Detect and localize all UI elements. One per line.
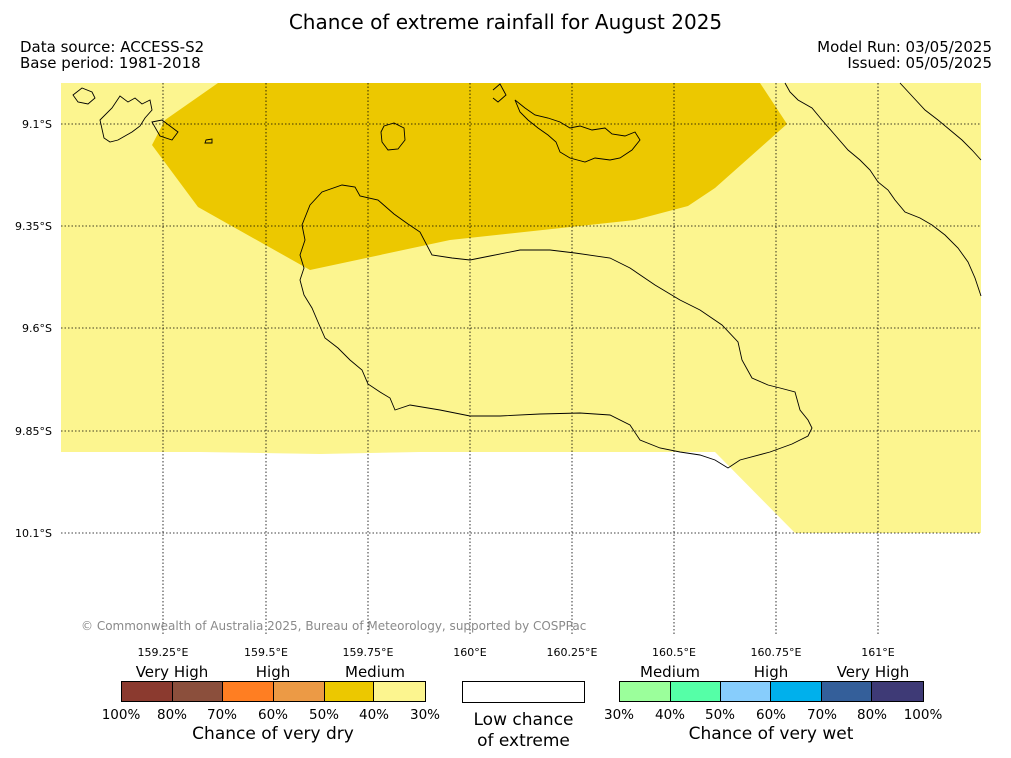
wet-category-label: High: [753, 663, 789, 681]
lon-label: 160.75°E: [750, 646, 802, 659]
data-source-label: Data source: ACCESS-S2: [20, 38, 205, 56]
dry-color-swatch: [274, 682, 325, 701]
wet-color-swatch: [872, 682, 924, 701]
wet-caption: Chance of very wet: [688, 724, 854, 744]
florida-islands-coastline: [492, 83, 641, 163]
wet-color-swatch: [771, 682, 822, 701]
wet-colorbar: [619, 681, 924, 702]
dry-percent-label: 80%: [156, 707, 187, 723]
page-title: Chance of extreme rainfall for August 20…: [288, 10, 723, 34]
wet-percent-label: 100%: [903, 707, 943, 723]
wet-percent-label: 70%: [806, 707, 837, 723]
dry-caption: Chance of very dry: [192, 724, 354, 744]
dry-percent-label: 50%: [308, 707, 339, 723]
dry-color-swatch: [122, 682, 173, 701]
wet-category-label: Medium: [640, 663, 700, 681]
wet-percent-label: 30%: [603, 707, 634, 723]
lon-label: 160.25°E: [546, 646, 598, 659]
copyright-notice: © Commonwealth of Australia 2025, Bureau…: [81, 619, 587, 633]
low-chance-line-2: of extreme: [477, 731, 570, 751]
base-period-label: Base period: 1981-2018: [20, 54, 201, 72]
lat-label: 10.1°S: [15, 527, 52, 540]
graticule: [61, 83, 981, 635]
dry-percent-label: 60%: [257, 707, 288, 723]
lon-label: 159.5°E: [244, 646, 288, 659]
guadalcanal-coastline: [299, 184, 813, 469]
lat-label: 9.35°S: [15, 220, 52, 233]
lat-label: 9.1°S: [22, 118, 52, 131]
medium-dry-region: [152, 83, 787, 270]
wet-color-swatch: [670, 682, 722, 701]
dry-colorbar: [121, 681, 426, 702]
lon-label: 159.75°E: [342, 646, 394, 659]
malaita-coastline: [784, 82, 982, 297]
dry-color-swatch: [374, 682, 426, 701]
lon-label: 159.25°E: [137, 646, 189, 659]
dry-color-swatch: [223, 682, 275, 701]
dry-category-label: High: [255, 663, 291, 681]
lat-label: 9.85°S: [15, 425, 52, 438]
islet-coastline: [380, 122, 406, 151]
dry-color-swatch: [324, 682, 375, 701]
wet-color-swatch: [721, 682, 772, 701]
model-run-label: Model Run: 03/05/2025: [817, 38, 992, 56]
wet-color-swatch: [620, 682, 671, 701]
low-chance-line-1: Low chance: [473, 710, 574, 730]
lon-label: 160°E: [453, 646, 487, 659]
lon-label: 161°E: [861, 646, 895, 659]
maramasike-coastline: [899, 82, 982, 161]
wet-percent-label: 50%: [704, 707, 735, 723]
low-chance-swatch: [462, 681, 585, 703]
dry-category-label: Medium: [345, 663, 405, 681]
dry-percent-label: 100%: [101, 707, 141, 723]
wet-percent-label: 60%: [755, 707, 786, 723]
wet-percent-label: 40%: [654, 707, 685, 723]
dry-color-swatch: [172, 682, 224, 701]
dry-percent-label: 70%: [206, 707, 237, 723]
lat-label: 9.6°S: [22, 322, 52, 335]
dry-category-label: Very High: [135, 663, 209, 681]
russell-islands-coastline: [72, 87, 179, 143]
islet-small-coastline: [204, 138, 213, 144]
dry-percent-label: 30%: [409, 707, 440, 723]
dry-percent-label: 40%: [358, 707, 389, 723]
lon-label: 160.5°E: [652, 646, 696, 659]
wet-percent-label: 80%: [856, 707, 887, 723]
low-chance-label: Low chance of extreme: [462, 710, 585, 752]
wet-color-swatch: [821, 682, 873, 701]
issued-label: Issued: 05/05/2025: [847, 54, 992, 72]
wet-category-label: Very High: [836, 663, 910, 681]
coastlines: [72, 82, 982, 469]
